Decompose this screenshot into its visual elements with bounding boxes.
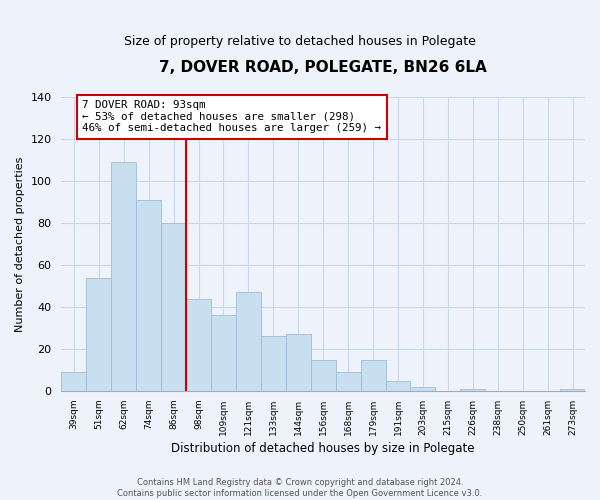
Text: Contains HM Land Registry data © Crown copyright and database right 2024.
Contai: Contains HM Land Registry data © Crown c… bbox=[118, 478, 482, 498]
Text: 7 DOVER ROAD: 93sqm
← 53% of detached houses are smaller (298)
46% of semi-detac: 7 DOVER ROAD: 93sqm ← 53% of detached ho… bbox=[82, 100, 382, 133]
Bar bbox=[311, 360, 335, 391]
Bar bbox=[261, 336, 286, 391]
Bar bbox=[161, 223, 186, 391]
Bar bbox=[386, 380, 410, 391]
Bar bbox=[236, 292, 261, 391]
X-axis label: Distribution of detached houses by size in Polegate: Distribution of detached houses by size … bbox=[172, 442, 475, 455]
Y-axis label: Number of detached properties: Number of detached properties bbox=[15, 156, 25, 332]
Bar bbox=[361, 360, 386, 391]
Bar bbox=[335, 372, 361, 391]
Bar bbox=[136, 200, 161, 391]
Bar bbox=[286, 334, 311, 391]
Bar bbox=[111, 162, 136, 391]
Bar bbox=[460, 389, 485, 391]
Bar bbox=[86, 278, 111, 391]
Text: Size of property relative to detached houses in Polegate: Size of property relative to detached ho… bbox=[124, 35, 476, 48]
Title: 7, DOVER ROAD, POLEGATE, BN26 6LA: 7, DOVER ROAD, POLEGATE, BN26 6LA bbox=[160, 60, 487, 75]
Bar bbox=[560, 389, 585, 391]
Bar bbox=[211, 316, 236, 391]
Bar bbox=[186, 298, 211, 391]
Bar bbox=[410, 387, 436, 391]
Bar bbox=[61, 372, 86, 391]
